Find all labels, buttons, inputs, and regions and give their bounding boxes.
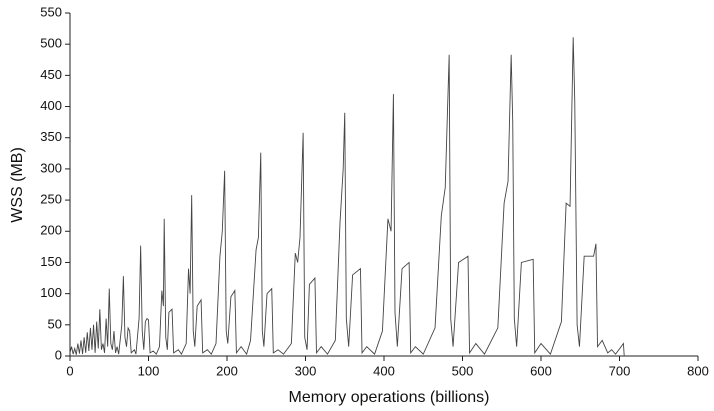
data-line — [69, 37, 625, 357]
y-tick-label: 200 — [40, 223, 62, 238]
y-tick-label: 350 — [40, 129, 62, 144]
y-tick-label: 150 — [40, 254, 62, 269]
y-tick-label: 500 — [40, 36, 62, 51]
y-tick-label: 450 — [40, 67, 62, 82]
x-tick-label: 800 — [687, 363, 709, 378]
y-tick-label: 400 — [40, 98, 62, 113]
x-tick-label: 500 — [452, 363, 474, 378]
x-axis-label: Memory operations (billions) — [289, 389, 490, 406]
x-tick-label: 0 — [66, 363, 73, 378]
x-tick-label: 200 — [216, 363, 238, 378]
y-tick-label: 250 — [40, 192, 62, 207]
x-tick-label: 600 — [530, 363, 552, 378]
y-axis-label: WSS (MB) — [9, 147, 26, 223]
y-tick-label: 550 — [40, 4, 62, 19]
y-tick-label: 0 — [55, 347, 62, 362]
x-tick-label: 300 — [295, 363, 317, 378]
y-tick-label: 50 — [48, 316, 62, 331]
x-tick-label: 400 — [373, 363, 395, 378]
x-tick-label: 700 — [609, 363, 631, 378]
y-tick-label: 100 — [40, 285, 62, 300]
x-tick-label: 100 — [138, 363, 160, 378]
y-tick-label: 300 — [40, 160, 62, 175]
